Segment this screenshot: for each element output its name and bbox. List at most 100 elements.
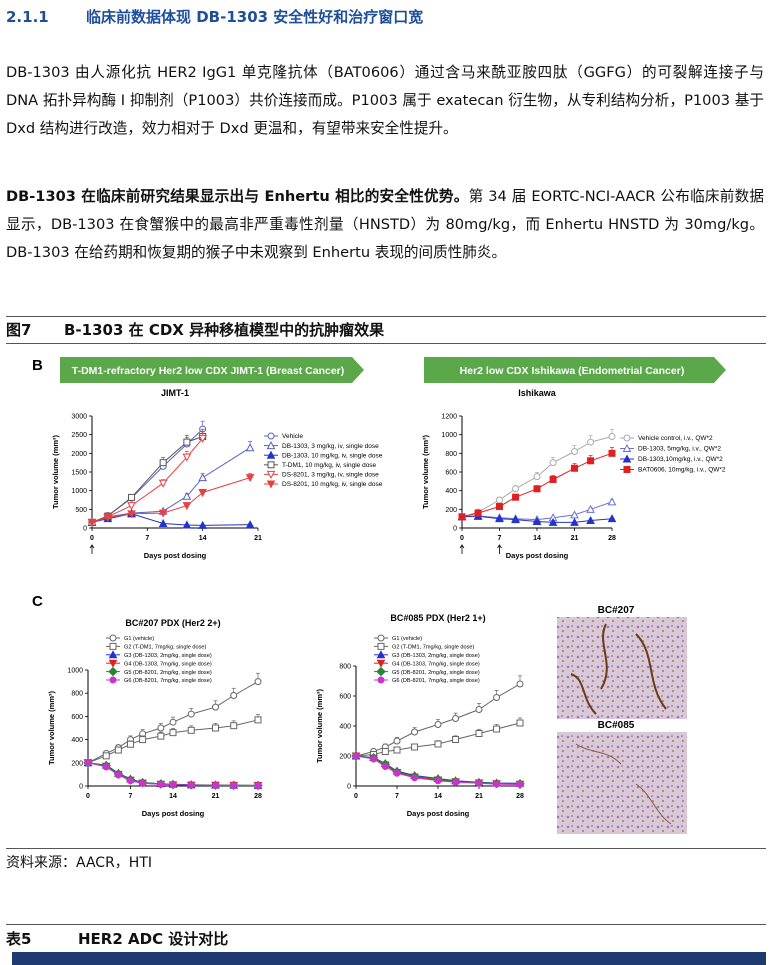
x-tick-label: 14 <box>434 793 442 800</box>
section-title: 临床前数据体现 DB-1303 安全性好和治疗窗口宽 <box>86 8 424 26</box>
data-point <box>198 473 208 482</box>
ihc-label-bc207: BC#207 <box>598 605 635 616</box>
y-axis-label: Tumor volume (mm³) <box>47 690 56 765</box>
legend-marker <box>377 642 385 650</box>
data-point <box>198 489 208 498</box>
legend-entry: G3 (DB-1303, 2mg/kg, single dose) <box>392 653 480 659</box>
legend-entry: G6 (DB-8201, 7mg/kg, single dose) <box>392 678 480 684</box>
data-point <box>187 781 195 789</box>
y-tick-label: 200 <box>445 507 457 514</box>
y-tick-label: 600 <box>71 714 83 721</box>
data-point <box>474 509 482 517</box>
legend-marker <box>623 434 631 442</box>
data-point <box>102 752 110 760</box>
chart-title: BC#207 PDX (Her2 2+) <box>125 618 220 628</box>
data-point <box>493 780 501 788</box>
data-point <box>570 517 579 526</box>
data-point <box>254 678 262 686</box>
data-point <box>169 718 177 726</box>
banner-right: Her2 low CDX Ishikawa (Endometrial Cance… <box>424 357 726 383</box>
data-point <box>212 724 219 732</box>
legend-marker <box>266 470 276 479</box>
x-tick-label: 21 <box>571 535 579 542</box>
data-point <box>212 703 219 711</box>
data-point <box>230 692 238 700</box>
section-number: 2.1.1 <box>6 8 49 26</box>
chart-jimt1: JIMT-1 0 500 1000 1500 2000 2500 3000 0 7 14 21 Days… <box>51 388 383 560</box>
data-point <box>157 780 165 788</box>
x-axis-label: Days post dosing <box>506 551 569 560</box>
data-point <box>187 710 195 718</box>
legend-marker <box>108 650 118 659</box>
chart-title: JIMT-1 <box>161 388 189 398</box>
data-point <box>586 515 595 525</box>
dosing-arrowhead <box>89 544 95 549</box>
paragraph-1: DB-1303 由人源化抗 HER2 IgG1 单克隆抗体（BAT0606）通过… <box>6 64 764 137</box>
data-point <box>183 438 191 446</box>
table-header-band <box>12 952 766 965</box>
data-point <box>512 485 520 493</box>
data-point <box>370 755 378 763</box>
banner-left: T-DM1-refractory Her2 low CDX JIMT-1 (Br… <box>60 357 364 383</box>
figure-title-text: B-1303 在 CDX 异种移植模型中的抗肿瘤效果 <box>64 321 385 339</box>
data-point <box>393 737 401 745</box>
chart-bc085: BC#085 PDX (Her2 1+) 0 200 400 600 800 0 7 14 21 2… <box>315 613 525 818</box>
legend-entry: G2 (T-DM1, 7mg/kg, single dose) <box>124 645 207 651</box>
banner-left-text: T-DM1-refractory Her2 low CDX JIMT-1 (Br… <box>72 365 345 377</box>
data-point <box>182 491 192 500</box>
x-tick-label: 0 <box>460 535 464 542</box>
data-point <box>452 715 460 722</box>
data-point <box>549 459 557 467</box>
table-title: 表5 HER2 ADC 设计对比 <box>6 924 766 952</box>
data-point <box>493 725 501 733</box>
chart-ishikawa: Ishikawa 0 200 400 600 800 1000 1200 0 7 14 21 28 Day… <box>421 388 726 560</box>
legend-entry: G2 (T-DM1, 7mg/kg, single dose) <box>392 645 475 651</box>
chart-title: Ishikawa <box>518 388 557 398</box>
data-point <box>245 443 255 452</box>
data-point <box>533 485 541 493</box>
legend-marker <box>376 659 386 668</box>
series-4 <box>88 428 207 526</box>
data-point <box>254 782 262 790</box>
panel-b-label: B <box>32 357 43 374</box>
x-axis-label: Days post dosing <box>142 809 205 818</box>
y-tick-label: 600 <box>445 470 457 477</box>
data-point <box>607 514 617 523</box>
data-point <box>587 438 595 446</box>
data-point <box>608 449 616 457</box>
data-point <box>549 475 557 483</box>
banner-left-shape <box>60 357 364 383</box>
x-tick-label: 14 <box>533 535 541 542</box>
legend-marker <box>267 461 275 469</box>
data-point <box>411 743 419 751</box>
legend-entry: G5 (DB-8201, 2mg/kg, single dose) <box>392 670 480 676</box>
data-point <box>586 504 595 513</box>
data-point <box>169 781 177 789</box>
data-point <box>495 514 504 523</box>
data-point <box>127 502 136 511</box>
section-heading: 2.1.1 临床前数据体现 DB-1303 安全性好和治疗窗口宽 <box>6 6 423 27</box>
legend-entry: DB-1303, 5mg/kg, i.v., QW*2 <box>638 446 721 453</box>
y-tick-label: 1200 <box>441 414 457 421</box>
data-point <box>475 730 483 737</box>
y-axis-label: Tumor volume (mm³) <box>51 434 60 509</box>
data-point <box>493 694 501 701</box>
data-point <box>434 777 442 785</box>
y-tick-label: 200 <box>339 754 351 761</box>
data-point <box>381 763 389 770</box>
data-point <box>158 518 168 528</box>
data-point <box>352 752 360 760</box>
y-tick-label: 400 <box>339 724 351 731</box>
data-point <box>475 779 483 787</box>
x-tick-label: 28 <box>516 793 524 800</box>
y-tick-label: 2500 <box>71 432 87 439</box>
data-point <box>182 453 192 462</box>
y-tick-label: 1000 <box>71 488 87 495</box>
x-tick-label: 28 <box>254 793 262 800</box>
x-tick-label: 7 <box>129 793 133 800</box>
table-title-text: HER2 ADC 设计对比 <box>78 930 229 948</box>
legend-marker <box>266 441 276 450</box>
legend-marker <box>377 676 385 684</box>
data-point <box>434 721 442 728</box>
y-tick-label: 0 <box>453 526 457 533</box>
